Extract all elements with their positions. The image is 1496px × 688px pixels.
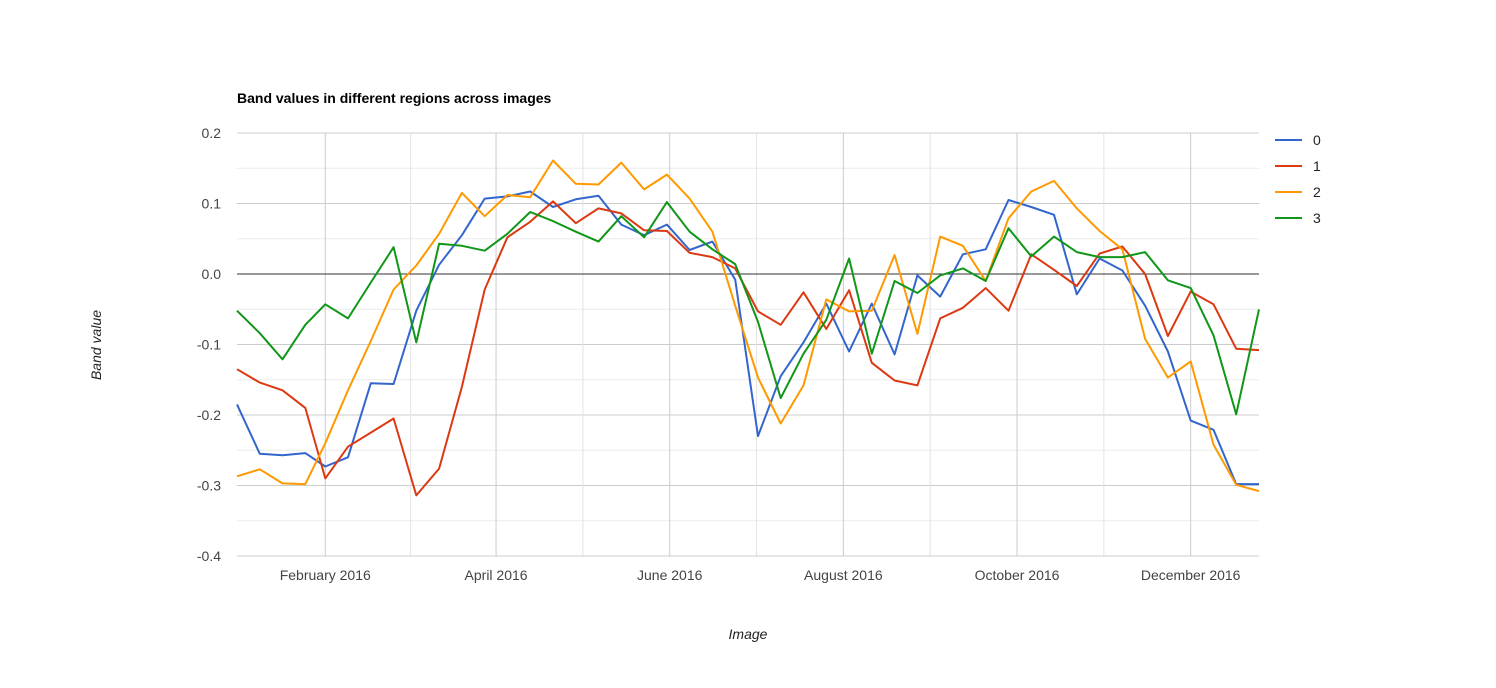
y-axis-ticks: 0.2 0.1 0.0 -0.1 -0.2 -0.3 -0.4 xyxy=(197,125,221,564)
series-line-2 xyxy=(236,159,1260,493)
y-tick-label: 0.0 xyxy=(202,266,222,282)
chart-title: Band values in different regions across … xyxy=(237,90,552,106)
legend: 0 1 2 3 xyxy=(1275,132,1321,226)
y-tick-label: -0.2 xyxy=(197,407,221,423)
y-tick-label: 0.1 xyxy=(202,196,222,212)
y-tick-label: -0.3 xyxy=(197,478,221,494)
y-axis-title: Band value xyxy=(88,310,104,380)
y-tick-label: -0.4 xyxy=(197,548,221,564)
x-axis-title: Image xyxy=(729,626,768,642)
legend-label-1: 1 xyxy=(1313,158,1321,174)
series-line-0 xyxy=(236,190,1259,486)
x-tick-label: October 2016 xyxy=(975,567,1060,583)
legend-label-2: 2 xyxy=(1313,184,1321,200)
x-tick-label: February 2016 xyxy=(280,567,371,583)
series-lines xyxy=(236,159,1260,497)
x-tick-label: August 2016 xyxy=(804,567,883,583)
grid xyxy=(237,132,1259,557)
x-axis-ticks: February 2016 April 2016 June 2016 August 2… xyxy=(280,567,1241,583)
legend-label-0: 0 xyxy=(1313,132,1321,148)
x-tick-label: April 2016 xyxy=(465,567,528,583)
y-tick-label: 0.2 xyxy=(202,125,222,141)
series-line-1 xyxy=(236,200,1260,497)
legend-label-3: 3 xyxy=(1313,210,1321,226)
y-tick-label: -0.1 xyxy=(197,337,221,353)
x-tick-label: December 2016 xyxy=(1141,567,1241,583)
x-tick-label: June 2016 xyxy=(637,567,703,583)
series-line-3 xyxy=(236,201,1260,416)
